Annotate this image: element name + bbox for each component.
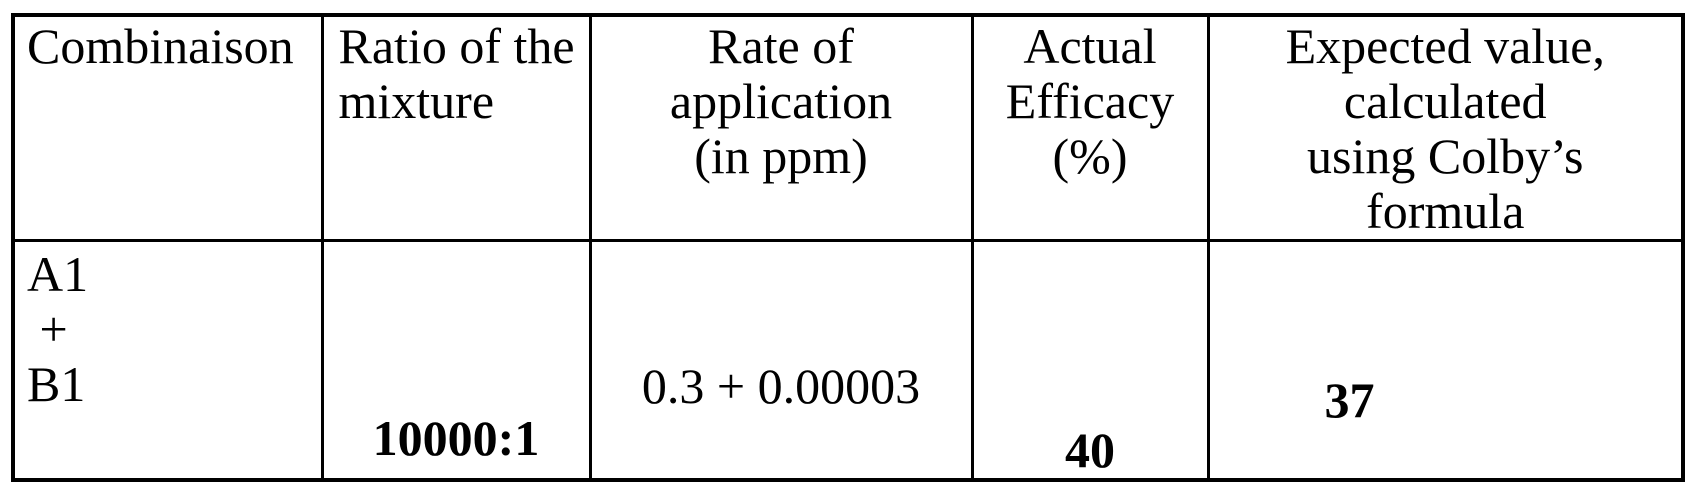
header-cell-ratio-of-mixture: Ratio of the mixture bbox=[320, 13, 592, 242]
table-row: A1 + B1 10000:1 0.3 + 0.00003 40 37 bbox=[11, 239, 1685, 481]
efficacy-data-table: Combinaison Ratio of the mixture Rate of… bbox=[11, 13, 1685, 482]
header-cell-combination: Combinaison bbox=[11, 13, 324, 242]
cell-expected-value: 37 bbox=[1206, 239, 1685, 481]
cell-efficacy-value: 40 bbox=[970, 239, 1210, 481]
header-cell-rate-of-application: Rate of application (in ppm) bbox=[588, 13, 974, 242]
table-header-row: Combinaison Ratio of the mixture Rate of… bbox=[11, 13, 1685, 242]
header-cell-actual-efficacy: Actual Efficacy (%) bbox=[970, 13, 1210, 242]
cell-ratio-value: 10000:1 bbox=[320, 239, 592, 481]
header-cell-expected-value: Expected value, calculated using Colby’s… bbox=[1206, 13, 1685, 242]
cell-rate-value: 0.3 + 0.00003 bbox=[588, 239, 974, 481]
cell-combination-value: A1 + B1 bbox=[11, 239, 324, 481]
